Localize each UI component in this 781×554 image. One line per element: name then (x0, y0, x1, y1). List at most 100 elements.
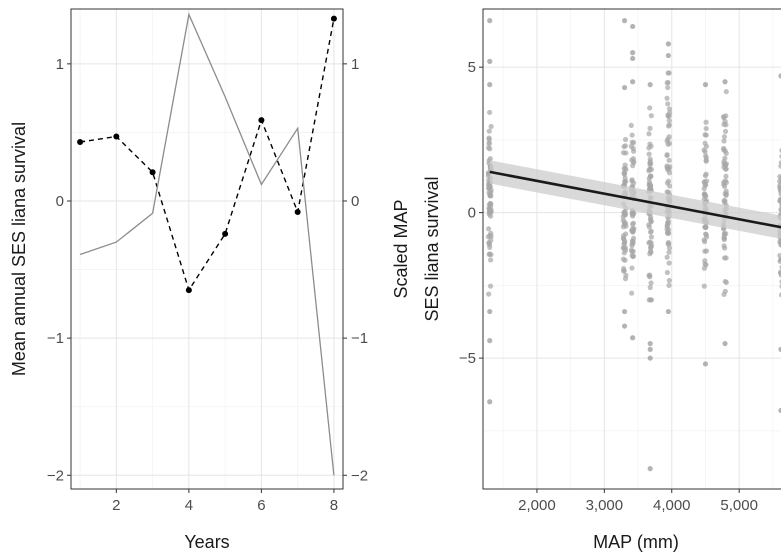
right-axes: 2,000 3,000 4,000 5,000 −5 0 5 (459, 59, 758, 514)
scatter-point (664, 229, 671, 235)
scatter-point (487, 257, 494, 263)
left-x-tick-label: 6 (257, 497, 265, 514)
scatter-point (703, 224, 709, 230)
scatter-point (630, 23, 636, 30)
scatter-point (723, 166, 729, 172)
scatter-point (486, 128, 492, 134)
scatter-point (722, 288, 728, 294)
scatter-point (621, 250, 627, 256)
right-fit (489, 160, 781, 239)
scatter-point (665, 218, 671, 224)
scatter-point (722, 278, 728, 285)
scatter-point (778, 292, 781, 298)
right-panel: 2,000 3,000 4,000 5,000 −5 0 5 MAP (mm) SES li… (422, 8, 781, 552)
scatter-point (487, 156, 493, 162)
scatter-point (630, 220, 637, 226)
scatter-point (647, 346, 653, 352)
scatter-point (721, 235, 728, 242)
scatter-point (666, 245, 673, 251)
left-y2-axis-title: Scaled MAP (391, 199, 411, 298)
left-panel: 2 4 6 8 −2 −1 0 1 −2 −1 0 1 Years Mean annual SES l… (9, 8, 411, 552)
scatter-point (722, 148, 728, 154)
scatter-point (702, 82, 709, 88)
scatter-point (629, 243, 635, 249)
scatter-point (777, 184, 781, 190)
scatter-point (666, 117, 672, 124)
scatter-point (701, 265, 708, 271)
right-x-tick-label: 5,000 (720, 497, 758, 514)
scatter-point (648, 234, 655, 240)
scatter-point (487, 18, 493, 24)
scatter-point (701, 186, 707, 192)
ses-survival-point (113, 133, 120, 140)
scatter-point (721, 198, 727, 204)
scatter-point (629, 178, 635, 184)
scatter-point (628, 122, 634, 128)
scatter-point (621, 323, 628, 329)
ses-survival-point (330, 15, 337, 22)
scatter-point (487, 399, 493, 405)
scatter-point (487, 146, 493, 152)
ses-survival-point (222, 230, 229, 237)
scatter-point (666, 157, 672, 163)
scatter-point (777, 196, 781, 202)
right-y-tick-label: −5 (459, 350, 476, 367)
scatter-point (647, 340, 653, 347)
scatter-point (488, 123, 494, 130)
left-grid (71, 9, 343, 489)
left-y-tick-label: 1 (56, 56, 64, 73)
scatter-point (703, 171, 709, 177)
scatter-point (703, 119, 709, 125)
scatter-point (487, 58, 493, 64)
scatter-point (722, 128, 729, 135)
scatter-point (778, 407, 781, 414)
scatter-point (620, 224, 627, 230)
scatter-point (722, 340, 728, 347)
scatter-point (630, 79, 636, 85)
left-x-axis-title: Years (184, 532, 229, 552)
scatter-point (664, 80, 670, 86)
scatter-point (723, 122, 729, 128)
scatter-point (647, 105, 653, 111)
scatter-point (631, 159, 637, 165)
scatter-point (630, 238, 636, 244)
scatter-point (701, 283, 707, 289)
scatter-point (723, 173, 729, 179)
scatter-point (665, 84, 671, 91)
scatter-point (666, 277, 672, 284)
scatter-point (648, 297, 655, 303)
scatter-point (778, 160, 781, 166)
scatter-point (665, 101, 671, 107)
right-y-tick-label: 0 (468, 205, 476, 222)
scatter-point (778, 256, 781, 263)
scatter-point (667, 110, 673, 116)
scatter-point (620, 214, 626, 220)
scatter-point (487, 193, 493, 199)
scatter-point (721, 243, 727, 249)
scatter-point (667, 164, 673, 170)
scatter-point (723, 89, 729, 95)
scatter-point (703, 155, 709, 161)
scatter-point (723, 113, 729, 119)
scatter-point (630, 229, 636, 235)
scatter-point (648, 240, 654, 246)
scatter-point (629, 248, 635, 255)
scatter-point (664, 222, 671, 228)
scatter-point (648, 113, 654, 119)
left-y2-tick-label: −1 (351, 330, 368, 347)
scatter-point (778, 73, 781, 79)
scatter-point (665, 308, 671, 315)
scatter-point (702, 361, 709, 367)
scatter-point (621, 245, 627, 251)
scatter-point (621, 219, 628, 225)
left-plot-frame (70, 8, 344, 490)
right-y-tick-label: 5 (468, 59, 476, 76)
scatter-point (647, 284, 653, 291)
scatter-point (485, 226, 492, 232)
scatter-point (621, 308, 628, 315)
scatter-point (648, 218, 654, 224)
scatter-point (723, 231, 729, 237)
scatter-point (647, 274, 653, 280)
scatter-point (623, 231, 629, 237)
scatter-point (778, 272, 781, 278)
